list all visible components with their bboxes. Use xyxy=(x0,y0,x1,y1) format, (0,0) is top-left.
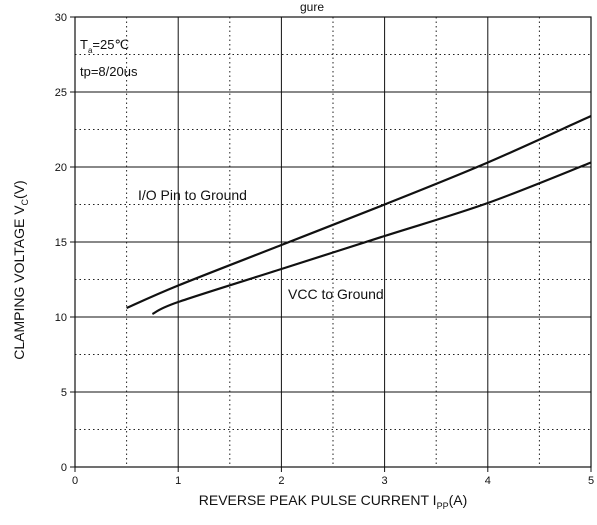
grid-layer xyxy=(75,17,591,467)
y-tick-label: 0 xyxy=(61,462,67,474)
y-axis-label: CLAMPING VOLTAGE VC(V) xyxy=(11,180,30,359)
axis-layer: 0 1 2 3 4 5 0 5 10 15 20 25 30 xyxy=(55,12,594,487)
series-layer xyxy=(126,114,592,315)
series-line-vcc-to-ground xyxy=(151,161,592,315)
y-axis-label-main: CLAMPING VOLTAGE V xyxy=(11,205,27,360)
x-tick-label: 4 xyxy=(485,475,491,487)
y-axis-label-sub: C xyxy=(20,198,30,205)
y-tick-label: 30 xyxy=(55,12,67,24)
annotation-ta-main: T xyxy=(80,37,88,52)
annotation-ta-sub: a xyxy=(88,46,93,55)
series-label-io-pin-to-ground: I/O Pin to Ground xyxy=(138,187,247,203)
annotation-ta-tail: =25℃ xyxy=(92,37,129,52)
x-tick-label: 2 xyxy=(278,475,284,487)
y-tick-label: 10 xyxy=(55,312,67,324)
y-tick-label: 20 xyxy=(55,162,67,174)
annotation-ambient-temperature: Ta=25℃ xyxy=(80,37,129,55)
x-tick-label: 3 xyxy=(382,475,388,487)
x-axis-label-tail: (A) xyxy=(449,492,468,508)
series-line-io-pin-to-ground xyxy=(126,114,592,310)
y-tick-label: 25 xyxy=(55,87,67,99)
series-label-vcc-to-ground: VCC to Ground xyxy=(288,286,384,302)
x-axis-label-sub: PP xyxy=(437,501,449,511)
annotation-pulse-waveform: tp=8/20us xyxy=(80,64,138,79)
x-tick-label: 5 xyxy=(588,475,594,487)
x-tick-label: 0 xyxy=(72,475,78,487)
y-tick-label: 15 xyxy=(55,237,67,249)
y-axis-label-tail: (V) xyxy=(11,180,27,199)
x-axis-label: REVERSE PEAK PULSE CURRENT IPP(A) xyxy=(199,492,468,511)
chart-title-partial: gure xyxy=(300,0,324,14)
x-axis-label-main: REVERSE PEAK PULSE CURRENT I xyxy=(199,492,437,508)
y-tick-label: 5 xyxy=(61,387,67,399)
x-tick-label: 1 xyxy=(175,475,181,487)
